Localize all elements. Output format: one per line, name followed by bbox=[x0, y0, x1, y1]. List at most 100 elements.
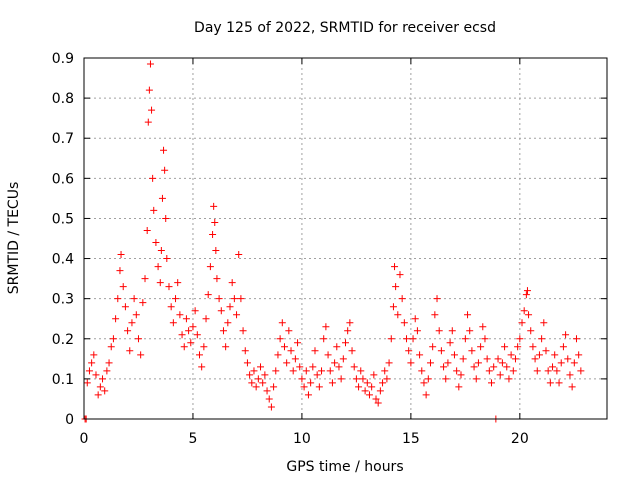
plot-frame bbox=[83, 57, 608, 420]
data-point bbox=[139, 299, 147, 307]
data-point bbox=[117, 251, 125, 259]
y-tick-label: 0.9 bbox=[52, 51, 74, 67]
data-point bbox=[379, 379, 387, 387]
data-point bbox=[533, 367, 541, 375]
data-point bbox=[217, 307, 225, 315]
data-point bbox=[501, 343, 509, 351]
data-point bbox=[296, 363, 304, 371]
y-tick-label: 0.8 bbox=[52, 91, 74, 107]
data-point bbox=[313, 371, 321, 379]
data-point bbox=[494, 355, 502, 363]
data-point bbox=[420, 379, 428, 387]
data-point bbox=[575, 351, 583, 359]
data-point bbox=[376, 387, 384, 395]
data-point bbox=[241, 347, 249, 355]
data-point bbox=[416, 351, 424, 359]
data-point bbox=[368, 383, 376, 391]
data-point bbox=[146, 60, 154, 68]
data-point bbox=[270, 383, 278, 391]
data-point bbox=[440, 363, 448, 371]
x-tick-label: 20 bbox=[511, 431, 529, 447]
data-point bbox=[396, 271, 404, 279]
data-point bbox=[174, 279, 182, 287]
data-point bbox=[114, 295, 122, 303]
y-tick-label: 0.7 bbox=[52, 131, 74, 147]
data-point bbox=[359, 375, 367, 383]
y-tick-label: 0.6 bbox=[52, 171, 74, 187]
data-point bbox=[189, 323, 197, 331]
data-point bbox=[254, 375, 262, 383]
y-tick-label: 0.1 bbox=[52, 372, 74, 388]
data-point bbox=[509, 367, 517, 375]
data-point bbox=[160, 146, 168, 154]
data-point bbox=[400, 319, 408, 327]
data-point bbox=[163, 255, 171, 263]
data-point bbox=[213, 275, 221, 283]
data-point bbox=[285, 327, 293, 335]
data-point bbox=[333, 343, 341, 351]
data-point bbox=[431, 311, 439, 319]
data-point bbox=[422, 391, 430, 399]
data-point bbox=[531, 355, 539, 363]
data-point bbox=[459, 355, 467, 363]
data-point bbox=[307, 379, 315, 387]
data-point bbox=[315, 383, 323, 391]
data-point bbox=[198, 363, 206, 371]
data-point bbox=[132, 311, 140, 319]
data-point bbox=[180, 343, 188, 351]
data-point bbox=[496, 371, 504, 379]
data-point bbox=[546, 379, 554, 387]
data-point bbox=[409, 335, 417, 343]
data-point bbox=[152, 239, 160, 247]
data-point bbox=[544, 367, 552, 375]
data-point bbox=[134, 335, 142, 343]
data-point bbox=[252, 383, 260, 391]
data-point bbox=[112, 315, 120, 323]
data-point bbox=[276, 335, 284, 343]
data-point bbox=[211, 218, 219, 226]
data-point bbox=[204, 291, 212, 299]
data-point bbox=[250, 367, 258, 375]
data-point bbox=[557, 359, 565, 367]
data-point bbox=[235, 251, 243, 259]
data-point bbox=[498, 359, 506, 367]
data-point bbox=[274, 351, 282, 359]
data-point bbox=[365, 391, 373, 399]
data-point bbox=[522, 291, 530, 299]
data-point bbox=[202, 315, 210, 323]
data-point bbox=[145, 86, 153, 94]
data-point bbox=[318, 367, 326, 375]
y-tick-label: 0.3 bbox=[52, 292, 74, 308]
data-point bbox=[455, 383, 463, 391]
data-point bbox=[261, 371, 269, 379]
data-point bbox=[144, 118, 152, 126]
data-point bbox=[529, 343, 537, 351]
data-points bbox=[81, 60, 585, 423]
data-point bbox=[116, 267, 124, 275]
data-point bbox=[577, 367, 585, 375]
data-point bbox=[154, 263, 162, 271]
data-point bbox=[324, 351, 332, 359]
data-point bbox=[311, 347, 319, 355]
data-point bbox=[450, 351, 458, 359]
data-point bbox=[346, 319, 354, 327]
data-point bbox=[124, 327, 132, 335]
data-point bbox=[433, 295, 441, 303]
data-point bbox=[570, 359, 578, 367]
data-point bbox=[503, 363, 511, 371]
data-point bbox=[304, 391, 312, 399]
y-tick-label: 0.5 bbox=[52, 211, 74, 227]
data-point bbox=[210, 202, 218, 210]
data-point bbox=[355, 383, 363, 391]
data-point bbox=[442, 375, 450, 383]
data-point bbox=[99, 375, 107, 383]
data-point bbox=[126, 347, 134, 355]
data-point bbox=[224, 319, 232, 327]
data-point bbox=[233, 311, 241, 319]
data-point bbox=[302, 367, 310, 375]
data-point bbox=[130, 295, 138, 303]
data-point bbox=[92, 371, 100, 379]
data-point bbox=[298, 375, 306, 383]
data-point bbox=[424, 375, 432, 383]
data-point bbox=[158, 194, 166, 202]
